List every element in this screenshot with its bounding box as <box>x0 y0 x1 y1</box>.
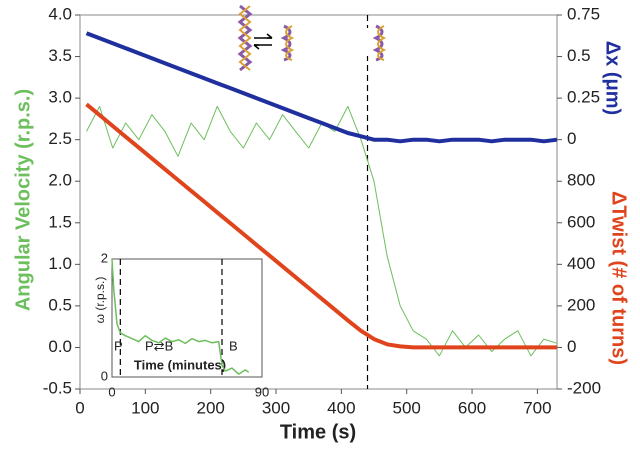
y-tick-label: 2.0 <box>48 171 72 190</box>
y-tick-label: 4.0 <box>48 4 72 23</box>
inset-chart: 0 90 0 2 Time (minutes) ω (r.p.s.) P P⇄B B <box>93 250 269 399</box>
y-right-tick-label: 0 <box>567 337 576 356</box>
y-axis-label: Angular Velocity (r.p.s.) <box>12 89 34 311</box>
y-tick-label: -0.5 <box>43 378 72 397</box>
x-tick-label: 600 <box>458 398 486 417</box>
y-right-tick-label: 0.5 <box>567 46 591 65</box>
y-tick-label: 1.0 <box>48 254 72 273</box>
x-axis-label: Time (s) <box>280 421 356 443</box>
x-tick-label: 100 <box>131 398 159 417</box>
inset-frame <box>111 258 263 378</box>
series-line <box>85 102 557 350</box>
y-tick-label: 0.0 <box>48 337 72 356</box>
x-tick-label: 90 <box>255 384 269 399</box>
annotation: P⇄B <box>145 338 173 353</box>
y-tick-label: 2.5 <box>48 129 72 148</box>
y-tick-label: 0 <box>101 368 108 383</box>
y3-axis-label: ΔTwist (# of turns) <box>608 191 630 365</box>
plot-frame <box>79 14 558 390</box>
y-axis-label: ω (r.p.s.) <box>93 277 107 324</box>
x-axis-label: Time (minutes) <box>134 357 226 372</box>
annotation: B <box>229 338 238 353</box>
x-tick-label: 0 <box>75 398 84 417</box>
annotation: P <box>114 338 123 353</box>
y-right-tick-label: 800 <box>567 171 595 190</box>
dna-icons <box>168 4 458 72</box>
x-tick-label: 700 <box>523 398 551 417</box>
y-right-tick-label: 400 <box>567 254 595 273</box>
y-tick-label: 3.0 <box>48 88 72 107</box>
y-right-tick-label: 0.75 <box>567 4 600 23</box>
y-tick-label: 0.5 <box>48 295 72 314</box>
x-tick-label: 400 <box>327 398 355 417</box>
y-right-tick-label: -200 <box>567 378 601 397</box>
series-line <box>111 258 250 375</box>
dna-icon <box>372 24 387 62</box>
y-right-tick-label: 600 <box>567 212 595 231</box>
x-tick-label: 300 <box>262 398 290 417</box>
x-tick-label: 200 <box>196 398 224 417</box>
y-tick-label: 2 <box>101 250 108 265</box>
y2-axis-label: Δx (μm) <box>602 41 624 115</box>
y-tick-label: 1.5 <box>48 212 72 231</box>
y-right-tick-label: 0.25 <box>567 88 600 107</box>
x-tick-label: 0 <box>108 384 115 399</box>
series-line <box>85 31 558 144</box>
dna-icon <box>237 4 253 72</box>
label-backdrop <box>168 28 458 56</box>
y-right-tick-label: 200 <box>567 295 595 314</box>
y-tick-label: 3.5 <box>48 46 72 65</box>
x-tick-label: 500 <box>393 398 421 417</box>
dna-icon <box>280 24 295 62</box>
exchange-arrows <box>253 33 273 50</box>
y-right-tick-label: 0 <box>567 129 576 148</box>
